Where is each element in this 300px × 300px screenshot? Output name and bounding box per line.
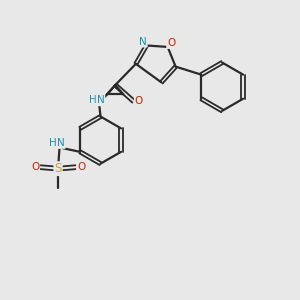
Text: O: O [77,162,85,172]
Text: N: N [97,95,104,105]
Text: N: N [139,37,147,46]
Text: O: O [135,96,143,106]
Text: O: O [31,162,39,172]
Text: H: H [89,95,97,105]
Text: H: H [49,138,57,148]
Text: N: N [57,138,65,148]
Text: S: S [54,162,62,175]
Text: O: O [167,38,175,48]
